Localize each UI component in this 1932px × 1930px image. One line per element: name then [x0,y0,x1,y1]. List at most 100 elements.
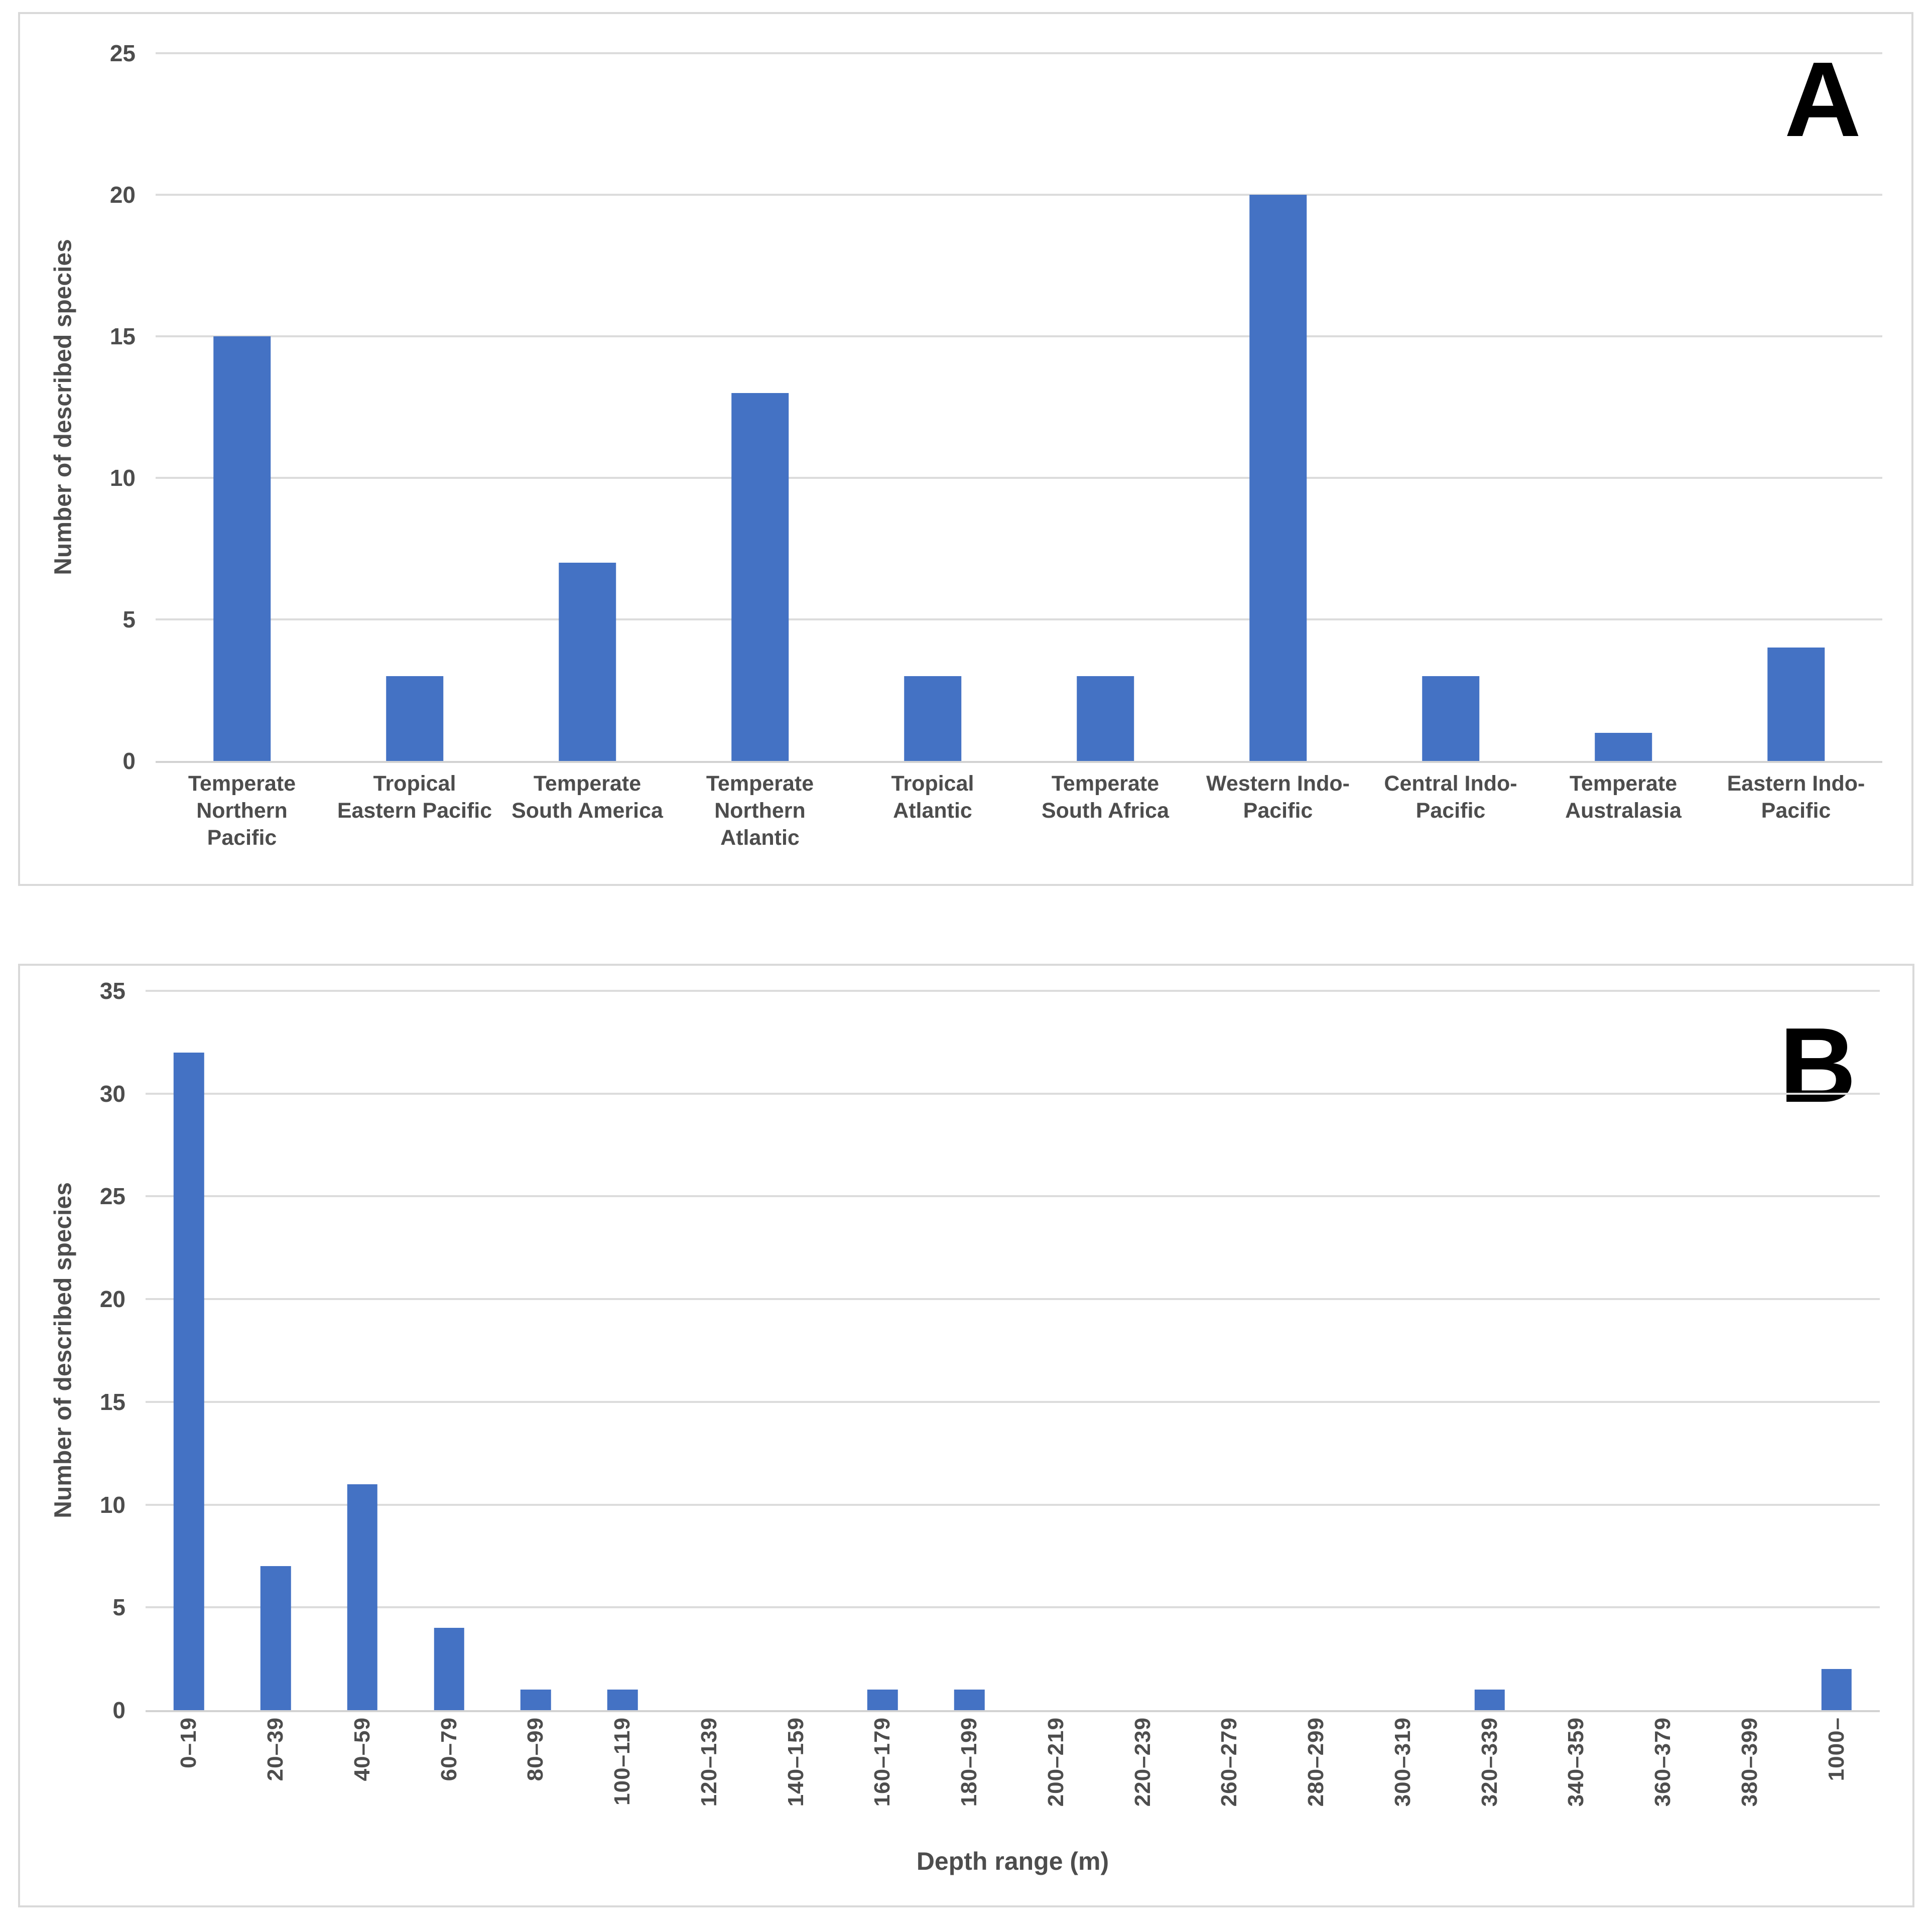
bar-160-179 [867,1690,898,1710]
bar-slot-320-339 [1446,991,1533,1710]
gridline [146,1195,1880,1198]
panel-b: B Number of described species Depth rang… [18,964,1914,1907]
bar-tropical-atlantic [904,676,961,761]
x-category-label-text: 260–279 [1217,1717,1242,1807]
panel-b-y-axis-title: Number of described species [50,1182,77,1518]
y-tick-label: 5 [122,606,136,632]
bar-180-199 [954,1690,985,1710]
x-category-label-text: 1000– [1824,1717,1849,1781]
bar-eastern-indo-pacific [1767,648,1825,761]
bar-tropical-eastern-pacific [386,676,443,761]
gridline [156,52,1882,54]
bar-slot-60-79 [406,991,492,1710]
x-category-label-text: 0–19 [176,1717,201,1768]
bar-slot-tropical-eastern-pacific [328,53,501,761]
x-axis-labels: 0–19 20–39 40–59 60–79 80–99 100–119 120–139 14… [146,1717,1880,1845]
bar-slot-temperate-northern-pacific [156,53,328,761]
bar-100-119 [607,1690,638,1710]
bar-slot-temperate-south-america [501,53,674,761]
x-category-label-320-339: 320–339 [1446,1717,1533,1845]
x-category-label-temperate-australasia: Temperate Australasia [1565,771,1682,823]
y-tick-label: 30 [99,1080,125,1107]
x-category-label-text: 200–219 [1043,1717,1068,1807]
panel-b-x-axis-title: Depth range (m) [916,1847,1109,1875]
bar-slot-140-159 [752,991,839,1710]
bar-slot-200-219 [1013,991,1100,1710]
bar-80-99 [521,1690,551,1710]
x-category-label-western-indo-pacific: Western Indo-Pacific [1206,771,1350,823]
gridline [156,194,1882,196]
x-category-label-text: 360–379 [1650,1717,1676,1807]
y-tick-label: 15 [109,323,136,349]
x-category-label-40-59: 40–59 [319,1717,406,1845]
x-category-label-temperate-northern-atlantic: Temperate Northern Atlantic [706,771,814,850]
x-category-label-text: 140–159 [783,1717,808,1807]
x-category-label-central-indo-pacific: Central Indo-Pacific [1384,771,1517,823]
x-category-label-tropical-atlantic: Tropical Atlantic [891,771,974,823]
bar-slot-360-379 [1620,991,1707,1710]
bar-20-39 [260,1566,291,1710]
x-category-label-tropical-eastern-pacific: Tropical Eastern Pacific [337,771,492,823]
bar-slot-0-19 [146,991,232,1710]
bar-series [156,53,1882,761]
x-category-label-20-39: 20–39 [232,1717,319,1845]
panel-a-y-axis-title: Number of described species [50,239,77,575]
bar-slot-central-indo-pacific [1364,53,1537,761]
bar-slot-280-299 [1273,991,1360,1710]
bar-40-59 [347,1484,378,1710]
bar-slot-340-359 [1533,991,1620,1710]
x-category-label-380-399: 380–399 [1707,1717,1793,1845]
bar-slot-100-119 [579,991,666,1710]
bar-320-339 [1474,1690,1505,1710]
gridline [146,1298,1880,1301]
x-category-label-text: 340–359 [1564,1717,1589,1807]
gridline [156,618,1882,620]
x-category-label-80-99: 80–99 [492,1717,579,1845]
bar-slot-260-279 [1186,991,1273,1710]
bar-central-indo-pacific [1422,676,1479,761]
y-tick-label: 25 [109,40,136,66]
x-category-label-text: 100–119 [610,1717,635,1806]
bar-slot-temperate-australasia [1537,53,1710,761]
bar-slot-temperate-northern-atlantic [674,53,846,761]
bar-60-79 [434,1628,464,1710]
gridline [146,1606,1880,1609]
bar-slot-eastern-indo-pacific [1710,53,1882,761]
x-category-label-text: 320–339 [1477,1717,1502,1807]
bar-0-19 [174,1052,204,1710]
bar-temperate-northern-atlantic [731,393,789,761]
y-tick-label: 5 [112,1594,125,1621]
x-category-label-text: 220–239 [1130,1717,1155,1807]
y-tick-label: 10 [109,465,136,491]
x-category-label-120-139: 120–139 [666,1717,753,1845]
bar-slot-40-59 [319,991,406,1710]
bar-slot-80-99 [492,991,579,1710]
bar-temperate-australasia [1595,732,1652,761]
bar-slot-temperate-south-africa [1019,53,1192,761]
x-category-label-0-19: 0–19 [146,1717,232,1845]
x-category-label-temperate-northern-pacific: Temperate Northern Pacific [188,771,296,850]
bar-slot-160-179 [839,991,926,1710]
y-tick-label: 25 [99,1183,125,1210]
bar-slot-380-399 [1707,991,1793,1710]
bar-1000 [1821,1669,1852,1710]
gridline [156,335,1882,337]
x-category-label-text: 120–139 [696,1717,721,1807]
bar-slot-tropical-atlantic [846,53,1019,761]
bar-slot-180-199 [926,991,1013,1710]
bar-slot-1000 [1793,991,1880,1710]
bar-slot-300-319 [1360,991,1447,1710]
y-tick-label: 35 [99,978,125,1004]
x-category-label-340-359: 340–359 [1533,1717,1620,1845]
y-tick-label: 0 [112,1697,125,1723]
gridline [146,990,1880,992]
bar-slot-120-139 [666,991,753,1710]
x-category-label-60-79: 60–79 [406,1717,492,1845]
x-category-label-360-379: 360–379 [1620,1717,1707,1845]
x-category-label-text: 40–59 [349,1717,374,1781]
y-tick-label: 20 [109,182,136,208]
x-category-label-280-299: 280–299 [1273,1717,1360,1845]
x-category-label-text: 160–179 [870,1717,895,1807]
x-category-label-text: 60–79 [436,1717,461,1781]
gridline [146,1400,1880,1403]
